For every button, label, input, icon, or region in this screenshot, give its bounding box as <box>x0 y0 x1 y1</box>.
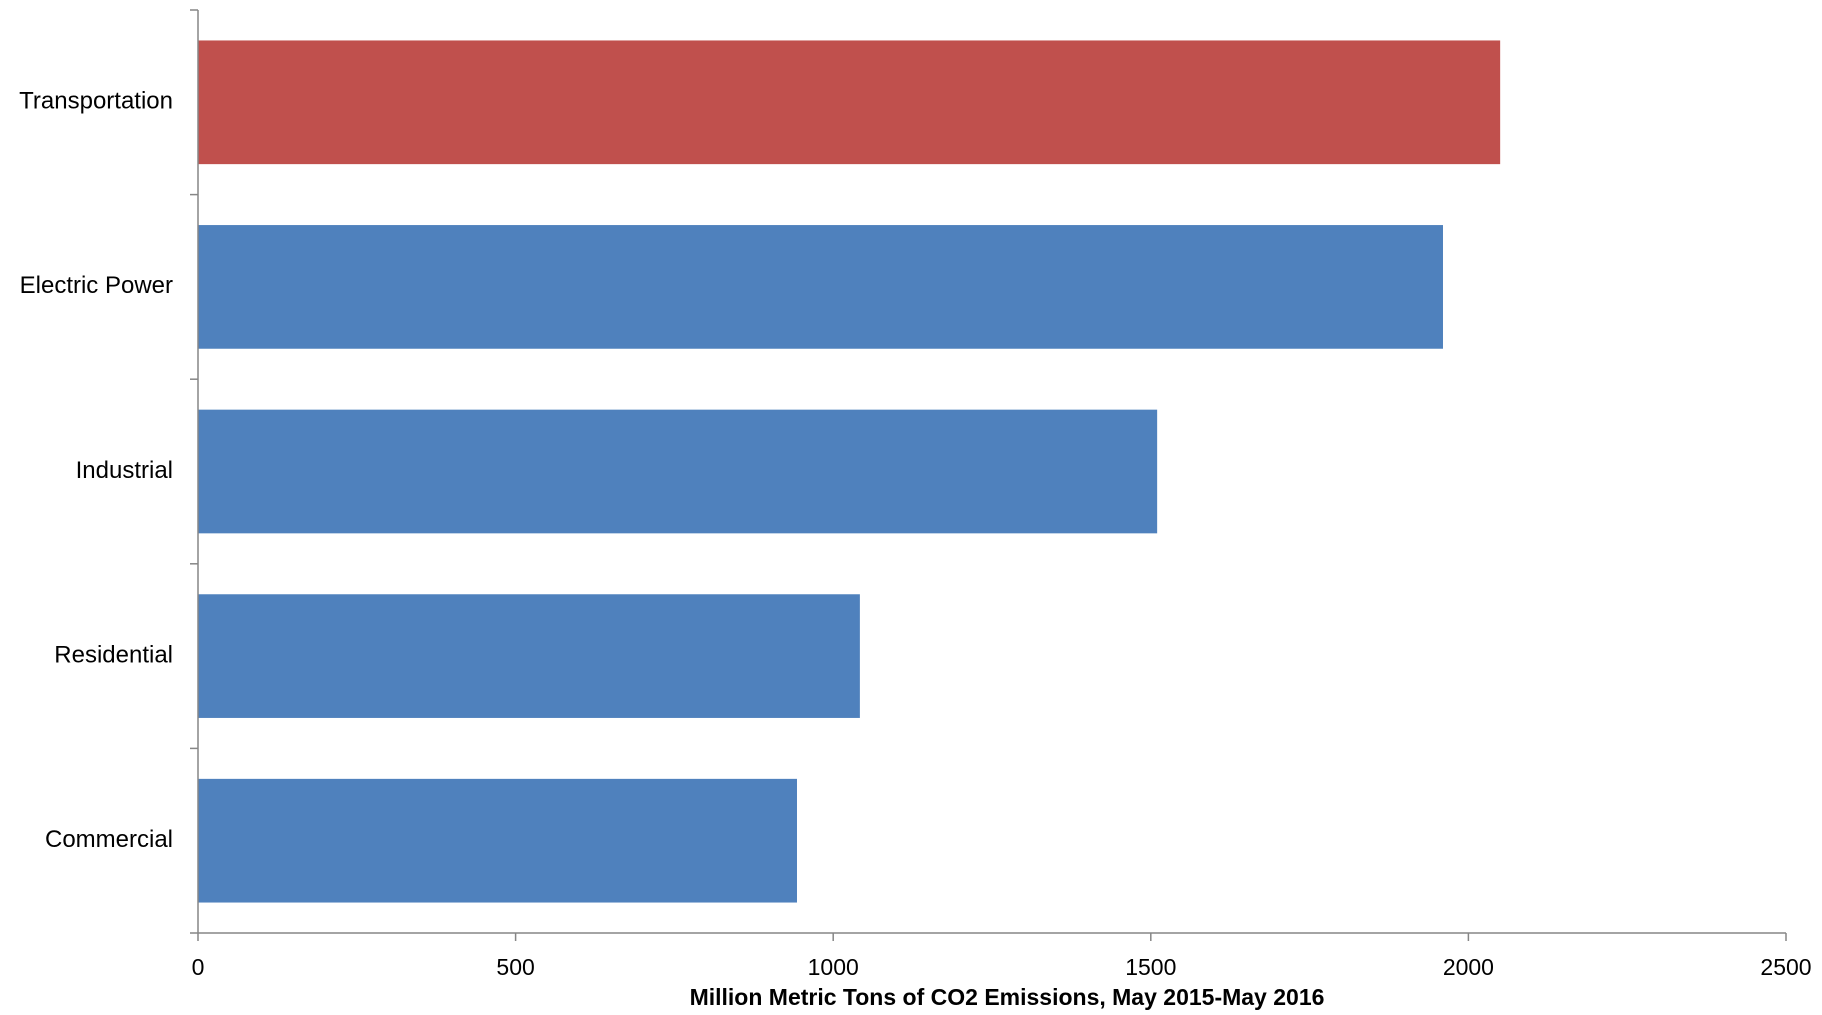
x-tick-label: 2000 <box>1443 954 1494 980</box>
x-tick-label: 1000 <box>808 954 859 980</box>
category-label: Commercial <box>45 826 173 853</box>
x-tick-label: 500 <box>496 954 534 980</box>
category-label: Transportation <box>19 88 173 115</box>
x-tick-label: 0 <box>192 954 205 980</box>
category-label: Residential <box>54 641 173 668</box>
bar-transportation <box>198 40 1501 165</box>
x-axis-title: Million Metric Tons of CO2 Emissions, Ma… <box>690 984 1325 1010</box>
bars-layer <box>198 40 1501 903</box>
bar-residential <box>198 594 860 718</box>
category-label: Electric Power <box>20 272 173 299</box>
bar-electric-power <box>198 225 1443 349</box>
axes <box>197 10 1786 934</box>
x-tick-label: 1500 <box>1125 954 1176 980</box>
ticks-layer <box>190 9 1787 941</box>
bar-industrial <box>198 409 1158 534</box>
labels-layer: Transportation Electric Power Industrial Re… <box>19 88 1811 980</box>
category-label: Industrial <box>76 457 173 484</box>
bar-commercial <box>198 778 797 903</box>
x-tick-label: 2500 <box>1760 954 1811 980</box>
